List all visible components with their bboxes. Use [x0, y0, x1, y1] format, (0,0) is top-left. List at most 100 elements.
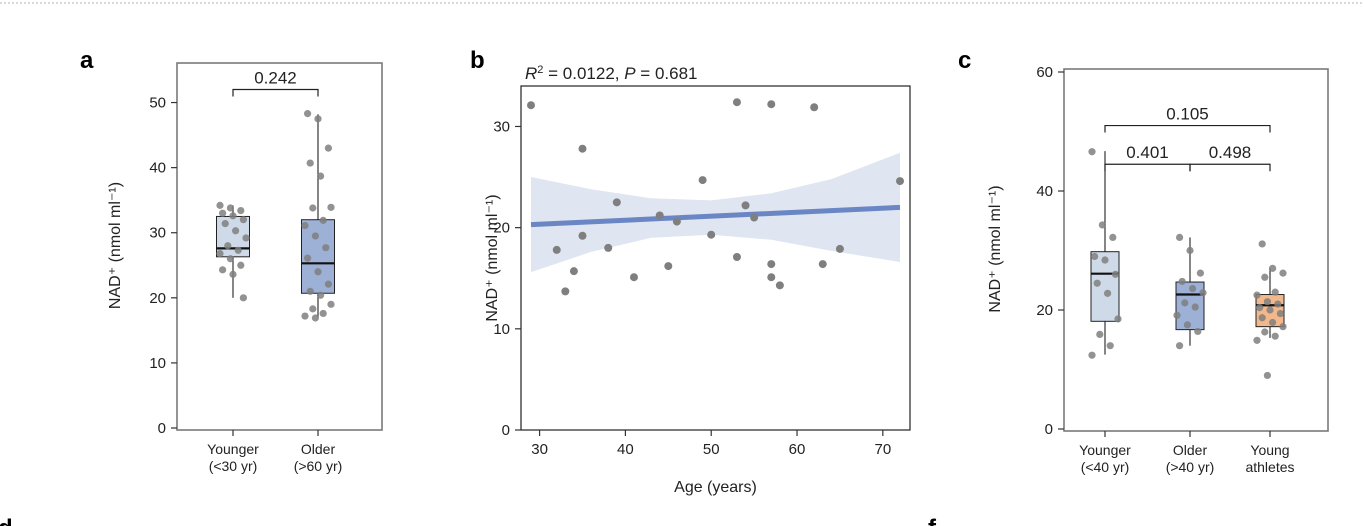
panel-c-plot: 0 20 40 60 NAD⁺ (nmol ml⁻¹) Younger(<40 yr) Ol… — [987, 64, 1329, 475]
panel-b-plot: 30 40 50 60 70 0 10 20 30 Age (years) NAD⁺ (nmol m… — [484, 85, 911, 496]
data-point — [317, 172, 325, 180]
x-tick-label: 30 — [531, 441, 548, 458]
panel-b: b R2 = 0.0122, P = 0.681 30 40 50 60 70 0 10 20… — [470, 47, 911, 496]
x-tick-label-sub: (>40 yr) — [1166, 459, 1215, 475]
data-point — [818, 260, 827, 269]
data-point — [232, 227, 240, 235]
data-point — [1178, 277, 1186, 286]
data-point — [629, 273, 638, 282]
y-tick-label: 30 — [493, 118, 510, 135]
panel-label-a: a — [80, 47, 94, 74]
data-point — [1253, 336, 1261, 344]
r-symbol: R — [525, 64, 537, 83]
y-tick-label: 10 — [149, 355, 166, 372]
p-value-label: 0.105 — [1166, 105, 1209, 124]
data-point — [1104, 289, 1112, 297]
data-point — [664, 262, 673, 271]
data-point — [569, 267, 578, 276]
data-point — [604, 243, 613, 252]
data-point — [237, 206, 245, 215]
r-exponent: 2 — [537, 64, 543, 76]
data-point — [1111, 270, 1119, 278]
panel-a-plot: 0 10 20 30 40 50 NAD⁺ (nmol ml⁻¹) Younger(<30 y… — [107, 62, 383, 474]
data-point — [1176, 342, 1184, 350]
y-tick-label: 10 — [493, 321, 510, 338]
data-point — [1096, 330, 1104, 338]
y-tick-label: 0 — [158, 420, 166, 437]
data-point — [304, 110, 312, 118]
data-point — [578, 231, 587, 240]
p-value-label: 0.498 — [1209, 143, 1252, 162]
data-point — [1196, 269, 1204, 277]
y-tick-label: 20 — [493, 220, 510, 237]
data-point — [707, 230, 716, 239]
panel-label-b: b — [470, 47, 485, 74]
data-point — [1263, 371, 1271, 380]
data-point — [578, 144, 587, 153]
data-point — [306, 159, 314, 167]
x-tick-label: Older — [1173, 442, 1208, 458]
x-tick-label-sub: (<30 yr) — [209, 458, 258, 474]
data-point — [612, 198, 621, 207]
y-tick-label: 50 — [149, 95, 166, 112]
data-point — [1258, 240, 1266, 248]
data-point — [311, 232, 319, 240]
r-value: = 0.0122, — [543, 64, 624, 83]
confidence-band — [531, 152, 900, 273]
data-point — [1261, 273, 1269, 281]
data-point — [552, 245, 561, 254]
data-point — [1098, 221, 1106, 229]
data-point — [1271, 332, 1279, 340]
data-point — [242, 234, 250, 242]
data-point — [229, 212, 237, 220]
data-point — [1269, 264, 1277, 272]
data-point — [229, 270, 237, 278]
regression-annotation: R2 = 0.0122, P = 0.681 — [525, 64, 698, 83]
data-point — [237, 261, 245, 269]
data-point — [1173, 311, 1181, 319]
panel-label-f-partial: f — [928, 515, 937, 526]
data-point — [1093, 279, 1101, 287]
y-tick-label: 30 — [149, 225, 166, 242]
data-point — [226, 204, 234, 212]
data-point — [732, 252, 741, 261]
data-point — [1258, 314, 1266, 322]
data-point — [327, 203, 335, 211]
data-point — [767, 260, 776, 269]
x-tick-label: 60 — [789, 441, 806, 458]
data-point — [1271, 288, 1279, 296]
data-point — [324, 144, 332, 152]
y-tick-label: 0 — [1045, 421, 1053, 438]
x-axis-label: Age (years) — [674, 479, 757, 496]
data-point — [896, 177, 904, 186]
data-point — [1088, 148, 1096, 156]
data-point — [319, 309, 327, 318]
data-point — [1276, 309, 1284, 318]
significance-bracket — [1104, 124, 1271, 133]
data-point — [311, 314, 319, 322]
data-point — [219, 266, 227, 274]
y-axis-label: NAD⁺ (nmol ml⁻¹) — [987, 185, 1004, 312]
data-point — [1106, 342, 1114, 350]
y-axis-label: NAD⁺ (nmol ml⁻¹) — [107, 182, 124, 309]
p-symbol: P — [624, 64, 636, 83]
p-value-label: 0.242 — [254, 69, 297, 88]
x-tick-label: Older — [301, 441, 336, 457]
data-point — [1279, 323, 1287, 331]
data-point — [767, 100, 776, 109]
data-point — [1263, 298, 1271, 306]
box — [1175, 281, 1205, 331]
y-tick-label: 20 — [1036, 302, 1053, 319]
data-point — [1269, 318, 1277, 327]
data-point — [1114, 315, 1122, 323]
panel-label-c: c — [958, 47, 971, 74]
x-tick-label-sub: (<40 yr) — [1081, 459, 1130, 475]
data-point — [322, 244, 330, 252]
data-point — [216, 249, 224, 258]
data-point — [1266, 306, 1274, 314]
significance-bracket — [232, 88, 319, 97]
data-point — [1109, 233, 1117, 242]
data-point — [775, 281, 784, 290]
plot-frame — [520, 85, 911, 431]
y-axis-label: NAD⁺ (nmol ml⁻¹) — [484, 194, 501, 321]
